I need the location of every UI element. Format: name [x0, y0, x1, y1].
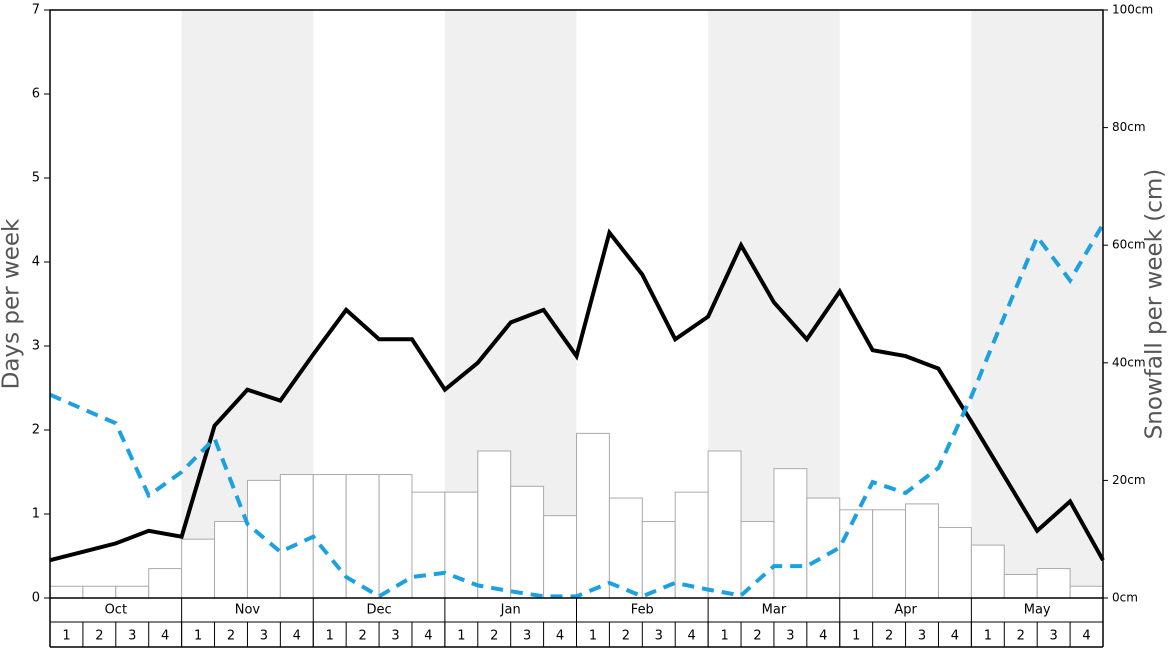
- x-tick-label: 1: [589, 629, 597, 644]
- y-tick-label: 7: [32, 3, 40, 18]
- y-tick-label: 5: [32, 171, 40, 186]
- bar: [905, 503, 939, 599]
- x-tick-label: 3: [260, 629, 268, 644]
- line: [49, 228, 1105, 563]
- x-tick-label: 1: [62, 629, 70, 644]
- x-tick-label: 1: [457, 629, 465, 644]
- y2-tick-label: 40cm: [1112, 355, 1146, 369]
- bar: [839, 509, 874, 599]
- x-tick-label: 2: [1017, 629, 1025, 644]
- x-tick-label: 4: [688, 629, 696, 644]
- y-tick-label: 6: [32, 87, 40, 102]
- x-tick-label: 3: [786, 629, 794, 644]
- x-tick-label: 3: [523, 629, 531, 644]
- bar: [937, 526, 972, 599]
- x-tick-label: 1: [984, 629, 992, 644]
- bar: [872, 509, 907, 599]
- x-tick-label: 4: [951, 629, 959, 644]
- bar: [411, 491, 446, 599]
- x-tick-label: 2: [227, 629, 235, 644]
- x-tick-label: 2: [490, 629, 498, 644]
- month-label: Feb: [631, 603, 654, 618]
- x-tick-label: 1: [852, 629, 860, 644]
- bar: [707, 450, 742, 599]
- month-label: Oct: [105, 603, 127, 618]
- y-tick-label: 4: [32, 255, 40, 270]
- x-tick-label: 3: [391, 629, 399, 644]
- bar: [181, 538, 216, 599]
- x-tick-label: 2: [885, 629, 893, 644]
- x-tick-label: 3: [918, 629, 926, 644]
- x-tick-label: 4: [819, 629, 827, 644]
- month-label: Mar: [762, 603, 787, 618]
- bar: [312, 474, 347, 599]
- bar: [214, 521, 248, 599]
- bar: [82, 585, 117, 599]
- x-tick-label: 3: [655, 629, 663, 644]
- bar: [970, 544, 1005, 599]
- x-tick-label: 1: [326, 629, 334, 644]
- y2-tick-label: 20cm: [1112, 473, 1146, 487]
- month-label: Jan: [500, 603, 521, 618]
- month-label: Dec: [366, 603, 391, 618]
- bar: [740, 521, 775, 599]
- y2-tick-label: 0cm: [1112, 591, 1138, 605]
- bar: [510, 485, 545, 599]
- bar: [49, 585, 84, 599]
- x-tick-label: 2: [753, 629, 761, 644]
- bar: [345, 474, 380, 599]
- x-tick-label: 4: [556, 629, 564, 644]
- y2-axis-title: Snowfall per week (cm): [1142, 169, 1168, 440]
- bar: [148, 568, 183, 599]
- x-tick-label: 1: [194, 629, 202, 644]
- y-tick-label: 3: [32, 339, 40, 354]
- x-tick-label: 4: [293, 629, 301, 644]
- bar: [1036, 568, 1071, 599]
- x-tick-label: 4: [424, 629, 432, 644]
- bar: [674, 491, 709, 599]
- y2-tick-label: 60cm: [1112, 238, 1146, 252]
- bar: [543, 515, 577, 599]
- bar: [246, 479, 281, 599]
- x-tick-label: 2: [358, 629, 366, 644]
- x-tick-label: 2: [95, 629, 103, 644]
- month-label: Apr: [894, 603, 917, 618]
- bar: [773, 468, 808, 599]
- x-tick-label: 2: [622, 629, 630, 644]
- month-shade: [971, 10, 1103, 598]
- bar: [608, 497, 643, 599]
- x-tick-label: 4: [1082, 629, 1090, 644]
- bar: [477, 450, 512, 599]
- x-tick-label: 4: [161, 629, 169, 644]
- y-axis-title: Days per week: [0, 218, 25, 389]
- bar: [1003, 573, 1038, 599]
- month-label: May: [1024, 603, 1051, 618]
- x-tick-label: 3: [128, 629, 136, 644]
- bar: [378, 474, 413, 599]
- bar: [806, 497, 841, 599]
- y-tick-label: 2: [32, 423, 40, 438]
- y-tick-label: 1: [32, 507, 40, 522]
- y-tick-label: 0: [32, 591, 40, 606]
- y2-tick-label: 100cm: [1112, 3, 1153, 17]
- line: [49, 223, 1105, 599]
- y2-tick-label: 80cm: [1112, 120, 1146, 134]
- bar: [115, 585, 150, 599]
- x-tick-label: 3: [1050, 629, 1058, 644]
- month-label: Nov: [235, 603, 261, 618]
- bar: [1069, 585, 1104, 599]
- bar: [576, 432, 610, 599]
- x-tick-label: 1: [720, 629, 728, 644]
- bar: [279, 474, 314, 599]
